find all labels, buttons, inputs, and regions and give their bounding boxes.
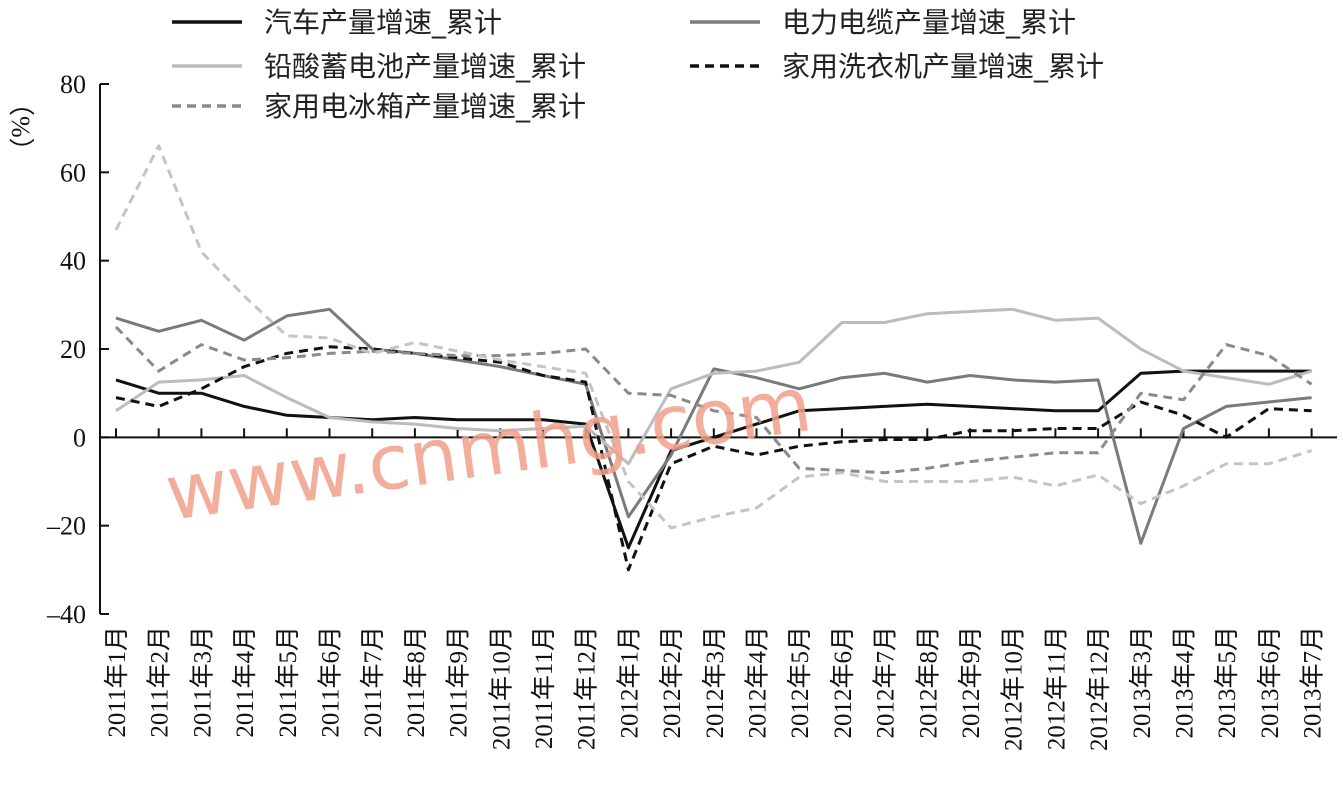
x-tick-label: 2012年11月 (1042, 626, 1070, 750)
x-tick-label: 2013年7月 (1299, 626, 1327, 739)
x-tick-label: 2011年1月 (103, 626, 131, 738)
legend-label: 铅酸蓄电池产量增速_累计 (264, 50, 586, 83)
legend-label: 家用洗衣机产量增速_累计 (782, 50, 1104, 83)
legend-label: 电力电缆产量增速_累计 (782, 6, 1076, 39)
y-tick-label: 40 (60, 247, 86, 276)
y-tick-label: –40 (46, 600, 86, 629)
x-tick-label: 2012年2月 (658, 626, 686, 739)
y-axis: 80 60 40 20 0 –20 –40 (46, 70, 109, 629)
legend-label: 汽车产量增速_累计 (264, 6, 502, 39)
y-tick-label: 60 (60, 158, 86, 187)
x-tick-label: 2013年5月 (1213, 626, 1241, 739)
x-tick-label: 2012年10月 (1000, 626, 1028, 751)
x-tick-label: 2012年3月 (701, 626, 729, 739)
x-tick-label: 2011年12月 (573, 626, 601, 750)
x-tick-label: 2013年6月 (1256, 626, 1284, 739)
x-tick-label: 2011年8月 (402, 626, 430, 738)
x-tick-label: 2011年3月 (188, 626, 216, 738)
y-tick-label: 80 (60, 70, 86, 99)
x-tick-label: 2012年1月 (615, 626, 643, 739)
series-line-5 (114, 144, 1313, 530)
series-line-2 (115, 307, 1313, 466)
series-line-3 (115, 345, 1312, 572)
x-tick-label: 2011年7月 (359, 626, 387, 738)
chart-series (114, 144, 1313, 572)
x-tick-label: 2012年7月 (872, 626, 900, 739)
x-axis: 2011年1月 2011年2月 2011年3月 2011年4月 2011年5月 2011年… (100, 428, 1337, 751)
y-tick-label: 20 (60, 335, 86, 364)
x-tick-label: 2011年2月 (146, 626, 174, 738)
series-line-4 (114, 325, 1313, 475)
x-tick-label: 2011年11月 (530, 626, 558, 749)
x-tick-label: 2011年6月 (317, 626, 345, 738)
x-tick-label: 2011年5月 (274, 626, 302, 738)
legend-label: 家用电冰箱产量增速_累计 (264, 90, 586, 123)
x-tick-label: 2012年8月 (914, 626, 942, 739)
x-tick-label: 2012年4月 (744, 626, 772, 739)
x-tick-label: 2012年6月 (829, 626, 857, 739)
x-tick-label: 2012年12月 (1085, 626, 1113, 751)
x-tick-label: 2012年5月 (786, 626, 814, 739)
x-tick-label: 2012年9月 (957, 626, 985, 739)
x-tick-label: 2011年4月 (231, 626, 259, 738)
y-tick-label: 0 (73, 423, 86, 452)
y-axis-unit-label: （%） (6, 90, 35, 164)
x-tick-label: 2011年9月 (445, 626, 473, 738)
watermark: www.cnmhg.com (160, 359, 817, 538)
y-tick-label: –20 (46, 512, 86, 541)
series-line-0 (115, 369, 1312, 550)
x-tick-label: 2013年3月 (1128, 626, 1156, 739)
x-tick-label: 2013年4月 (1171, 626, 1199, 739)
x-tick-label: 2011年10月 (487, 626, 515, 750)
